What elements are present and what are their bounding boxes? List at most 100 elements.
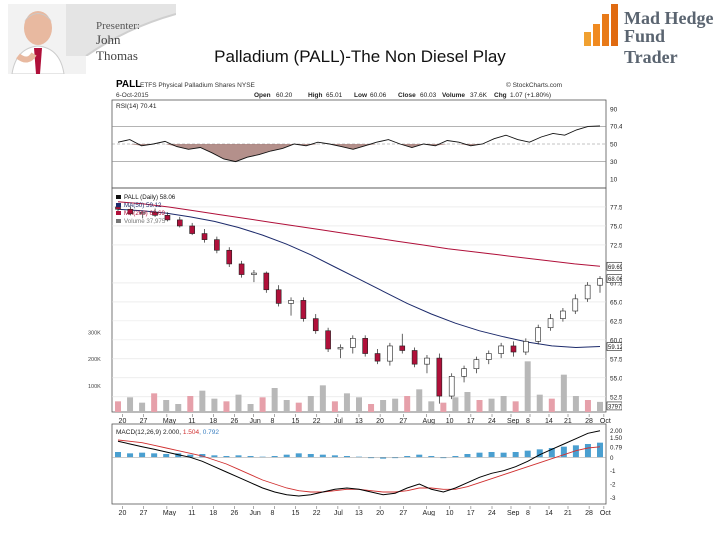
macd-histogram-bar bbox=[452, 456, 459, 458]
x-bottom-label: 17 bbox=[467, 510, 475, 516]
legend-entry: MA(200) 69.69 bbox=[124, 210, 165, 217]
volume-bar bbox=[560, 374, 567, 412]
price-tick-label: 72.5 bbox=[610, 242, 622, 249]
volume-label: Volume bbox=[442, 92, 465, 99]
macd-histogram-bar bbox=[223, 456, 230, 458]
x-bottom-label: Sep bbox=[507, 510, 520, 516]
legend-swatch bbox=[116, 219, 121, 223]
volume-bar bbox=[500, 396, 507, 412]
macd-histogram-bar bbox=[187, 454, 194, 458]
candle-body bbox=[139, 211, 146, 215]
volume-bar bbox=[151, 393, 158, 412]
volume-bar bbox=[235, 394, 242, 412]
candle-body bbox=[263, 272, 270, 291]
volume-bar bbox=[163, 400, 170, 412]
x-bottom-label: 10 bbox=[446, 510, 454, 516]
candle-body bbox=[325, 330, 331, 350]
x-bottom-label: 18 bbox=[209, 510, 217, 516]
legend-entry: Volume 37,975 bbox=[124, 218, 166, 225]
source-label: © StockCharts.com bbox=[506, 81, 562, 89]
macd-tick-label: 0 bbox=[610, 455, 614, 462]
x-bottom-label: 26 bbox=[230, 510, 238, 516]
volume-bar bbox=[368, 404, 375, 412]
candle-body bbox=[115, 206, 121, 210]
volume-bar bbox=[283, 400, 290, 412]
presenter-block: Presenter: John Thomas bbox=[8, 4, 176, 74]
macd-label-part1: MACD(12,26,9) 2.000, bbox=[116, 429, 183, 436]
volume-bar bbox=[512, 401, 519, 412]
macd-histogram-bar bbox=[211, 455, 218, 458]
macd-histogram-bar bbox=[235, 455, 242, 458]
x-bottom-label: Jul bbox=[334, 510, 343, 516]
volume-bar bbox=[319, 385, 326, 412]
volume-tick-label: 300K bbox=[88, 331, 101, 337]
x-bottom-label: Jun bbox=[249, 510, 260, 516]
macd-histogram-bar bbox=[428, 456, 435, 458]
price-tick-label: 55.0 bbox=[610, 375, 622, 382]
candle-body bbox=[572, 298, 579, 312]
volume-bar bbox=[115, 401, 121, 412]
candle-body bbox=[226, 249, 233, 265]
rsi-tick-label: 70.41 bbox=[610, 124, 622, 131]
macd-histogram-bar bbox=[331, 455, 338, 458]
volume-bar bbox=[307, 396, 314, 412]
volume-bar bbox=[404, 396, 411, 412]
x-top-label: 20 bbox=[376, 418, 384, 425]
price-highlight-box bbox=[606, 401, 622, 411]
macd-histogram-bar bbox=[464, 454, 471, 458]
volume-bar bbox=[464, 392, 471, 412]
candle-body bbox=[350, 338, 356, 348]
volume-bar bbox=[223, 401, 230, 412]
macd-histogram-bar bbox=[271, 456, 278, 458]
brand-logo: Mad Hedge Fund Trader bbox=[580, 2, 720, 67]
candle-body bbox=[448, 376, 455, 397]
macd-histogram-bar bbox=[368, 457, 375, 459]
macd-histogram-bar bbox=[319, 454, 326, 458]
macd-tick-label: -2 bbox=[610, 482, 616, 489]
low-label: Low bbox=[354, 92, 368, 99]
price-highlight-box bbox=[606, 274, 622, 283]
x-bottom-label: Oct bbox=[600, 510, 611, 516]
candle-body bbox=[498, 345, 504, 354]
price-highlight-box bbox=[606, 261, 622, 271]
volume-bar bbox=[380, 400, 387, 412]
macd-histogram-bar bbox=[560, 446, 567, 458]
close-value: 60.03 bbox=[420, 92, 437, 99]
price-panel: 77.5 75.0 72.5 67.5 65.0 62.5 60.0 57.5 55.0 52.5… bbox=[88, 201, 622, 412]
macd-histogram-bar bbox=[524, 450, 531, 458]
price-tick-label: 57.5 bbox=[610, 356, 622, 363]
macd-histogram-bar bbox=[597, 442, 603, 458]
volume-bar bbox=[271, 388, 278, 412]
macd-histogram-bar bbox=[259, 456, 266, 458]
x-bottom-label: 21 bbox=[564, 510, 572, 516]
ticker-description: ETFS Physical Palladium Shares NYSE bbox=[140, 82, 256, 89]
macd-histogram-bar bbox=[151, 453, 158, 458]
x-bottom-label: 20 bbox=[119, 510, 127, 516]
rsi-tick-label: 10 bbox=[610, 177, 618, 184]
price-highlight-label: 59.12 bbox=[608, 345, 622, 351]
volume-bar bbox=[416, 389, 423, 412]
high-value: 65.01 bbox=[326, 92, 343, 99]
x-top-label: 28 bbox=[585, 418, 593, 425]
volume-bar bbox=[597, 401, 603, 412]
candle-body bbox=[485, 353, 492, 360]
macd-histogram-bar bbox=[380, 457, 387, 459]
x-top-label: 11 bbox=[188, 418, 195, 425]
macd-histogram-bar bbox=[175, 453, 182, 458]
candle-body bbox=[547, 318, 554, 329]
price-tick-label: 67.5 bbox=[610, 280, 622, 287]
candle-body bbox=[535, 327, 542, 342]
x-top-label: 26 bbox=[230, 418, 238, 425]
x-top-label: 13 bbox=[355, 418, 363, 425]
macd-histogram-bar bbox=[584, 444, 591, 458]
macd-label: MACD(12,26,9) 2.000, 1.504, 0.792 bbox=[116, 429, 219, 436]
candle-body bbox=[300, 300, 307, 319]
macd-histogram-bar bbox=[416, 454, 423, 458]
macd-histogram-bar bbox=[163, 454, 170, 458]
price-highlight-box bbox=[606, 342, 622, 351]
macd-histogram-bar bbox=[295, 453, 302, 458]
volume-bar bbox=[428, 401, 435, 412]
rsi-tick-label: 90 bbox=[610, 106, 618, 113]
chg-label: Chg bbox=[494, 92, 507, 99]
